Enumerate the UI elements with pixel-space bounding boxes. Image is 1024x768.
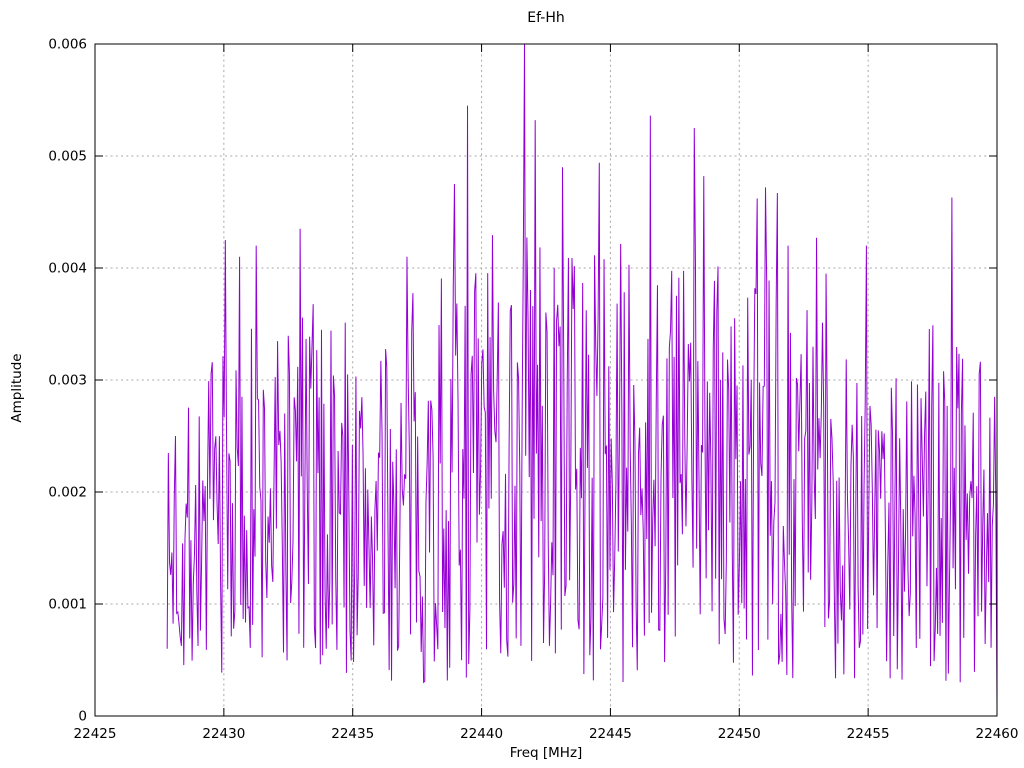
x-tick-label: 22440 — [460, 726, 503, 742]
x-tick-label: 22445 — [589, 726, 632, 742]
x-tick-label: 22425 — [74, 726, 117, 742]
y-tick-label: 0 — [78, 709, 87, 725]
x-tick-label: 22455 — [847, 726, 890, 742]
x-tick-label: 22460 — [976, 726, 1019, 742]
y-tick-label: 0.005 — [48, 149, 87, 165]
y-tick-label: 0.004 — [48, 261, 87, 277]
y-tick-label: 0.006 — [48, 37, 87, 53]
x-tick-label: 22450 — [718, 726, 761, 742]
y-tick-label: 0.002 — [48, 485, 87, 501]
x-tick-label: 22435 — [331, 726, 374, 742]
chart-title: Ef-Hh — [527, 10, 565, 26]
y-tick-label: 0.003 — [48, 373, 87, 389]
x-axis-title: Freq [MHz] — [509, 745, 583, 761]
y-tick-label: 0.001 — [48, 597, 87, 613]
signal-line — [166, 43, 998, 705]
x-tick-label: 22430 — [202, 726, 245, 742]
